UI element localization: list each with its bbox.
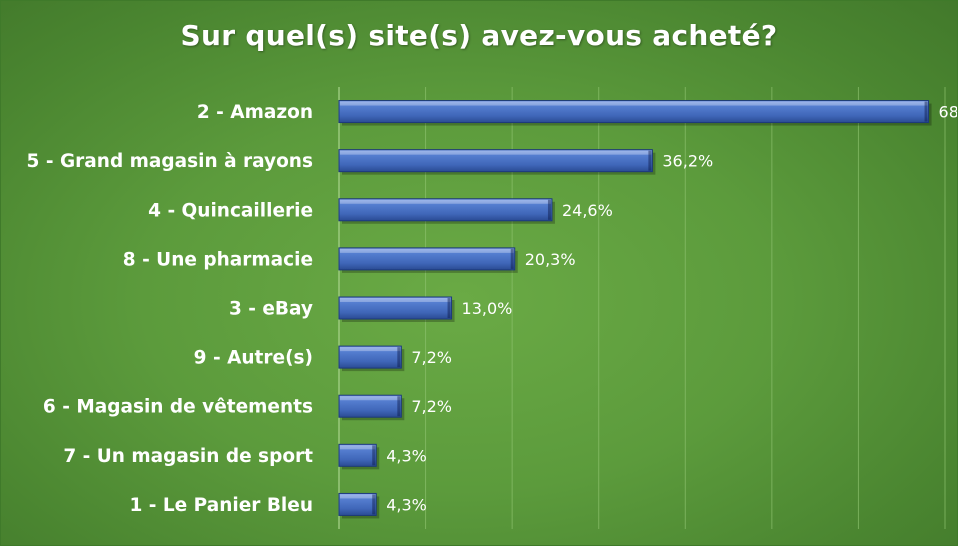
data-label: 7,2% (411, 397, 452, 416)
data-label: 13,0% (462, 299, 513, 318)
bar (338, 247, 516, 271)
chart-title: Sur quel(s) site(s) avez-vous acheté? (180, 19, 778, 52)
data-label: 36,2% (662, 152, 713, 171)
bars (338, 100, 932, 519)
bar (338, 296, 453, 320)
bar-highlight (340, 150, 652, 155)
bar (338, 100, 930, 124)
bar (338, 149, 653, 173)
bar-highlight (340, 494, 376, 499)
bar-edge (447, 298, 451, 318)
category-label: 7 - Un magasin de sport (63, 446, 313, 467)
data-label: 68,1% (939, 103, 957, 122)
bar (338, 198, 553, 222)
bar-edge (397, 396, 401, 417)
category-label: 6 - Magasin de vêtements (43, 397, 313, 418)
bar-edge (924, 101, 928, 122)
bar-highlight (340, 199, 551, 204)
category-label: 1 - Le Panier Bleu (129, 495, 313, 516)
bar (338, 492, 377, 516)
bar-edge (372, 494, 376, 515)
bar (338, 443, 377, 467)
data-label: 7,2% (411, 348, 452, 367)
category-label: 8 - Une pharmacie (123, 249, 313, 270)
bar-highlight (340, 101, 928, 106)
category-label: 4 - Quincaillerie (148, 200, 313, 221)
bar-highlight (340, 248, 514, 253)
bar-edge (397, 347, 401, 368)
category-label: 2 - Amazon (197, 102, 313, 123)
category-label: 5 - Grand magasin à rayons (27, 151, 313, 172)
bar-highlight (340, 396, 401, 401)
bar (338, 394, 402, 418)
data-label: 24,6% (562, 201, 613, 220)
bar-edge (648, 150, 652, 171)
bar-highlight (340, 298, 451, 302)
category-label: 3 - eBay (229, 299, 313, 320)
labels: 2 - Amazon 68,1% 5 - Grand magasin à rayon… (27, 102, 957, 516)
data-label: 4,3% (386, 495, 427, 514)
data-label: 4,3% (386, 446, 427, 465)
bar-edge (510, 248, 514, 269)
bar-edge (372, 445, 376, 466)
bar-highlight (340, 445, 376, 450)
bar (338, 345, 402, 369)
data-label: 20,3% (525, 250, 576, 269)
category-label: 9 - Autre(s) (194, 348, 313, 369)
bar-edge (547, 199, 551, 220)
bar-highlight (340, 347, 401, 352)
